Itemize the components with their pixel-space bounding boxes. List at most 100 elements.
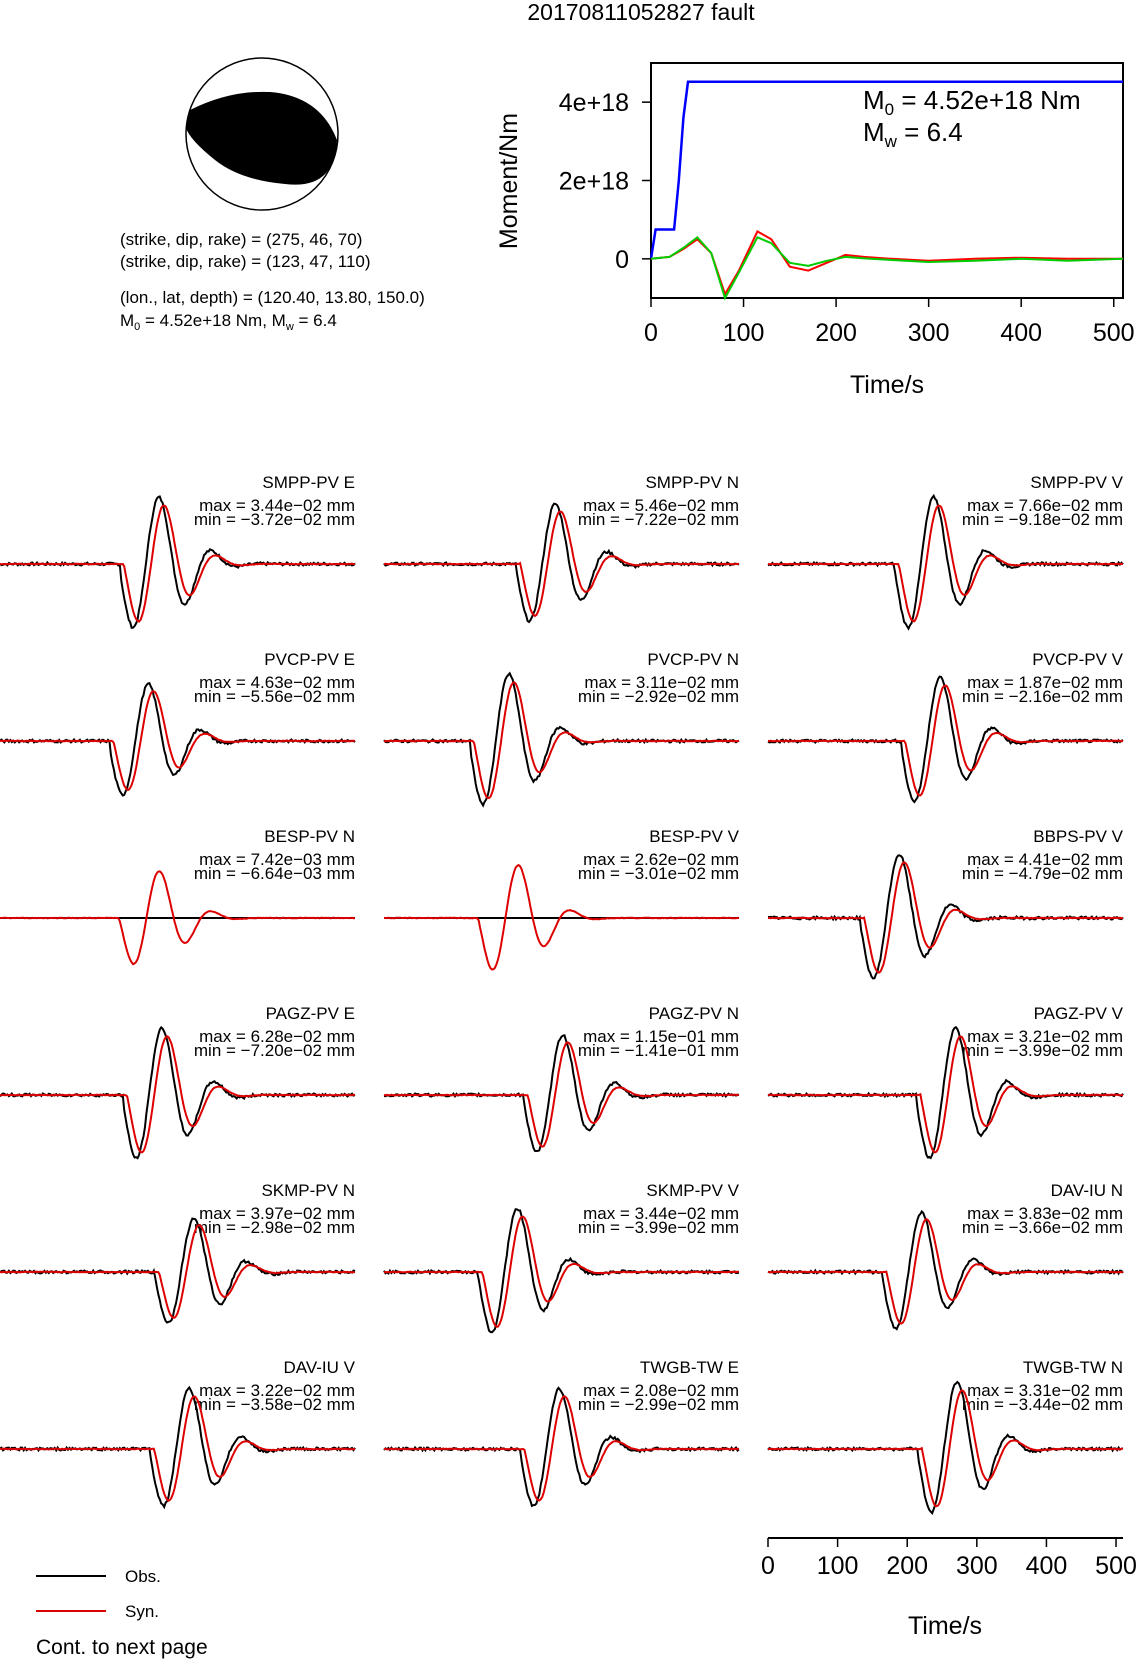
moment-x-tick-label: 200 xyxy=(815,319,857,347)
station-label: SMPP-PV E xyxy=(262,473,355,492)
synthetic-trace xyxy=(0,690,356,791)
synthetic-trace xyxy=(0,1035,356,1154)
max-amplitude-label: max = 2.62e−02 mm xyxy=(583,850,739,869)
moment-magnitude-line: M0 = 4.52e+18 Nm, Mw = 6.4 xyxy=(120,311,337,333)
focal-mechanism-beachball xyxy=(185,57,339,211)
moment-mw-annotation: Mw = 6.4 xyxy=(863,117,963,151)
synthetic-trace xyxy=(767,1035,1123,1154)
max-amplitude-label: max = 1.15e−01 mm xyxy=(583,1027,739,1046)
synthetic-trace xyxy=(0,870,356,966)
moment-rate-plot: 0 100 200 300 400 500 0 2e+18 4e+18 Time/s Moment/… xyxy=(495,62,1135,399)
min-amplitude-label: min = −3.58e−02 mm xyxy=(194,1395,355,1414)
station-label: PAGZ-PV V xyxy=(1034,1004,1124,1023)
station-label: TWGB-TW E xyxy=(640,1358,739,1377)
moment-x-tick-label: 500 xyxy=(1093,319,1135,347)
synthetic-trace xyxy=(767,504,1124,623)
max-amplitude-label: max = 7.42e−03 mm xyxy=(199,850,355,869)
min-amplitude-label: min = −2.92e−02 mm xyxy=(578,687,739,706)
min-amplitude-label: min = −2.16e−02 mm xyxy=(962,687,1123,706)
station-label: PAGZ-PV E xyxy=(266,1004,355,1023)
wave-x-tick-label: 0 xyxy=(761,1552,775,1580)
synthetic-trace xyxy=(0,1395,356,1503)
moment-x-tick-label: 0 xyxy=(644,319,658,347)
min-amplitude-label: min = −3.44e−02 mm xyxy=(962,1395,1123,1414)
nodal-plane-1: (strike, dip, rake) = (275, 46, 70) xyxy=(120,230,362,249)
station-label: SMPP-PV V xyxy=(1030,473,1123,492)
cumulative-moment-line xyxy=(649,80,1123,259)
min-amplitude-label: min = −3.66e−02 mm xyxy=(962,1218,1123,1237)
station-label: PVCP-PV V xyxy=(1032,650,1123,669)
synthetic-trace xyxy=(383,1395,740,1502)
legend-syn-label: Syn. xyxy=(125,1602,159,1621)
max-amplitude-label: max = 3.31e−02 mm xyxy=(967,1381,1123,1400)
synthetic-trace xyxy=(0,1224,356,1319)
station-label: DAV-IU V xyxy=(284,1358,356,1377)
max-amplitude-label: max = 3.83e−02 mm xyxy=(967,1204,1123,1223)
min-amplitude-label: min = −9.18e−02 mm xyxy=(962,510,1123,529)
station-label: BESP-PV N xyxy=(264,827,355,846)
synthetic-trace xyxy=(768,861,1124,974)
moment-rate-line-green xyxy=(650,235,1124,301)
moment-x-tick-label: 100 xyxy=(723,319,765,347)
synthetic-trace xyxy=(0,504,356,623)
synthetic-trace xyxy=(383,681,740,800)
synthetic-trace xyxy=(383,863,740,971)
waveform-time-axis: 0 100 200 300 400 500 Time/s xyxy=(761,1537,1137,1640)
continuation-note: Cont. to next page xyxy=(36,1636,208,1659)
max-amplitude-label: max = 5.46e−02 mm xyxy=(583,496,739,515)
moment-y-tick-label: 0 xyxy=(615,246,629,274)
moment-rate-line-red xyxy=(650,229,1123,297)
max-amplitude-label: max = 1.87e−02 mm xyxy=(967,673,1123,692)
synthetic-trace xyxy=(383,1215,740,1328)
min-amplitude-label: min = −5.56e−02 mm xyxy=(194,687,355,706)
station-label: SKMP-PV V xyxy=(646,1181,739,1200)
hypocenter-line: (lon., lat, depth) = (120.40, 13.80, 150… xyxy=(120,288,425,307)
moment-x-tick-label: 300 xyxy=(908,319,950,347)
legend: Obs. Syn. xyxy=(36,1567,161,1621)
max-amplitude-label: max = 3.11e−02 mm xyxy=(584,673,739,692)
min-amplitude-label: min = −3.72e−02 mm xyxy=(194,510,355,529)
synthetic-trace xyxy=(767,1389,1123,1508)
min-amplitude-label: min = −7.22e−02 mm xyxy=(578,510,739,529)
wave-x-tick-label: 200 xyxy=(886,1552,928,1580)
legend-obs-label: Obs. xyxy=(125,1567,161,1586)
station-label: PVCP-PV N xyxy=(647,650,739,669)
moment-y-axis-label: Moment/Nm xyxy=(495,113,523,249)
max-amplitude-label: max = 4.63e−02 mm xyxy=(199,673,355,692)
moment-x-axis-label: Time/s xyxy=(850,371,924,399)
moment-m0-annotation: M0 = 4.52e+18 Nm xyxy=(863,85,1081,119)
wave-x-tick-label: 400 xyxy=(1026,1552,1068,1580)
wave-x-tick-label: 300 xyxy=(956,1552,998,1580)
max-amplitude-label: max = 3.97e−02 mm xyxy=(199,1204,355,1223)
min-amplitude-label: min = −2.99e−02 mm xyxy=(578,1395,739,1414)
min-amplitude-label: min = −1.41e−01 mm xyxy=(578,1041,739,1060)
station-label: SKMP-PV N xyxy=(261,1181,355,1200)
synthetic-trace xyxy=(383,510,739,618)
moment-y-tick-label: 4e+18 xyxy=(559,89,629,117)
station-label: BBPS-PV V xyxy=(1033,827,1123,846)
max-amplitude-label: max = 4.41e−02 mm xyxy=(967,850,1123,869)
min-amplitude-label: min = −3.99e−02 mm xyxy=(962,1041,1123,1060)
max-amplitude-label: max = 6.28e−02 mm xyxy=(199,1027,355,1046)
synthetic-trace xyxy=(383,1041,740,1148)
moment-y-tick-label: 2e+18 xyxy=(559,168,629,196)
min-amplitude-label: min = −3.01e−02 mm xyxy=(578,864,739,883)
mechanism-info: (strike, dip, rake) = (275, 46, 70) (str… xyxy=(120,230,425,333)
wave-x-tick-label: 100 xyxy=(817,1552,859,1580)
max-amplitude-label: max = 2.08e−02 mm xyxy=(583,1381,739,1400)
